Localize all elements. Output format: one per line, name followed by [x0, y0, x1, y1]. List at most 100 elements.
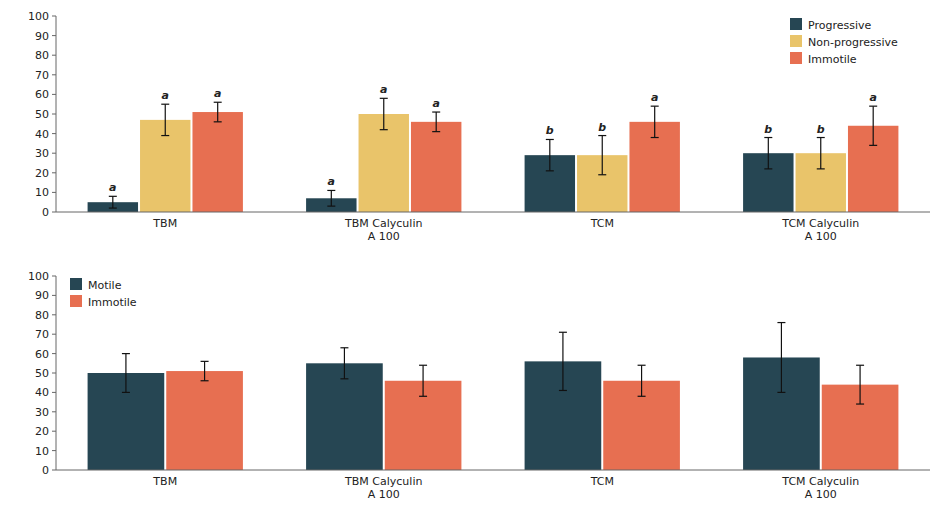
- x-tick-label: TBM CalyculinA 100: [344, 475, 422, 501]
- x-tick-label-line: A 100: [805, 488, 837, 501]
- error-cap: [638, 365, 646, 366]
- error-cap: [856, 365, 864, 366]
- error-cap: [817, 168, 825, 169]
- error-line: [781, 323, 782, 393]
- legend: Progressive Non-progressive Immotile: [790, 18, 898, 66]
- x-axis: TBM TBM CalyculinA 100 TCM TCM CalyculinA 1…: [56, 470, 930, 501]
- significance-label: a: [328, 175, 335, 188]
- bars: [88, 323, 899, 470]
- y-tick: [52, 94, 56, 95]
- y-tick: [52, 192, 56, 193]
- error-cap: [869, 106, 877, 107]
- error-line: [641, 365, 642, 396]
- error-line: [436, 112, 437, 132]
- error-cap: [340, 347, 348, 348]
- x-tick-label-line: TBM: [152, 475, 177, 488]
- y-axis-line: [56, 16, 57, 212]
- error-cap: [109, 196, 117, 197]
- error-cap: [161, 104, 169, 105]
- error-cap: [122, 392, 130, 393]
- error-line: [344, 348, 345, 379]
- legend-swatch: [70, 295, 82, 307]
- legend-label: Progressive: [808, 19, 872, 32]
- y-tick: [52, 411, 56, 412]
- error-bar: [764, 138, 772, 169]
- y-tick-label: 60: [35, 348, 49, 361]
- error-bar: [546, 139, 554, 170]
- x-axis-line: [56, 212, 930, 213]
- error-line: [217, 102, 218, 122]
- x-tick-label: TCM: [590, 475, 614, 488]
- error-bar: [777, 323, 785, 393]
- error-cap: [327, 206, 335, 207]
- error-bar: [161, 104, 169, 135]
- x-tick-label-line: TCM Calyculin: [781, 475, 859, 488]
- x-tick-label-line: TCM Calyculin: [781, 217, 859, 230]
- legend-label: Non-progressive: [808, 36, 898, 49]
- error-bar: [109, 196, 117, 208]
- bars: [88, 98, 899, 212]
- y-tick-label: 90: [35, 30, 49, 43]
- y-tick-label: 80: [35, 49, 49, 62]
- error-cap: [380, 129, 388, 130]
- error-cap: [777, 392, 785, 393]
- y-tick-label: 0: [42, 206, 49, 219]
- error-bar: [856, 365, 864, 404]
- error-cap: [546, 170, 554, 171]
- y-tick-label: 100: [28, 270, 49, 283]
- significance-label: b: [546, 124, 554, 137]
- y-tick-label: 10: [35, 186, 49, 199]
- x-axis: TBMTBM CalyculinA 100TCMTCM CalyculinA 1…: [56, 212, 930, 243]
- y-tick: [52, 133, 56, 134]
- y-tick-label: 30: [35, 406, 49, 419]
- y-tick: [52, 16, 56, 17]
- error-bar: [201, 361, 209, 380]
- significance-label: a: [162, 89, 169, 102]
- error-line: [165, 104, 166, 135]
- y-tick-label: 10: [35, 445, 49, 458]
- error-cap: [161, 135, 169, 136]
- error-cap: [638, 396, 646, 397]
- error-line: [654, 106, 655, 137]
- y-tick: [52, 74, 56, 75]
- bar-chart: 0102030405060708090100TBMTBM CalyculinA …: [28, 270, 930, 501]
- x-tick-label: TBM: [152, 217, 177, 230]
- error-cap: [432, 111, 440, 112]
- error-line: [422, 365, 423, 396]
- error-cap: [651, 106, 659, 107]
- x-axis-line: [56, 470, 930, 471]
- error-cap: [109, 207, 117, 208]
- legend-label: Immotile: [808, 53, 857, 66]
- y-tick-label: 100: [28, 10, 49, 23]
- bar: [306, 363, 383, 470]
- bar: [192, 112, 242, 212]
- error-line: [873, 106, 874, 145]
- error-bar: [122, 354, 130, 393]
- error-bar: [214, 102, 222, 122]
- y-tick-label: 20: [35, 167, 49, 180]
- y-tick: [52, 314, 56, 315]
- x-tick-label-line: TCM: [590, 217, 614, 230]
- error-cap: [201, 361, 209, 362]
- significance-label: a: [432, 97, 439, 110]
- x-tick-label: TBM: [152, 475, 177, 488]
- significance-label: a: [214, 87, 221, 100]
- error-cap: [432, 131, 440, 132]
- x-tick-label-line: A 100: [368, 230, 400, 243]
- error-line: [602, 136, 603, 175]
- error-cap: [598, 135, 606, 136]
- significance-label: a: [869, 91, 876, 104]
- legend-swatch: [790, 52, 802, 64]
- y-tick-label: 20: [35, 425, 49, 438]
- error-line: [204, 361, 205, 380]
- error-bar: [327, 190, 335, 206]
- error-line: [549, 139, 550, 170]
- y-axis: 0102030405060708090100: [28, 10, 56, 219]
- y-tick-label: 40: [35, 128, 49, 141]
- error-bar: [559, 332, 567, 390]
- x-tick-label-line: TBM Calyculin: [344, 217, 422, 230]
- x-tick-label: TCM CalyculinA 100: [781, 475, 859, 501]
- y-tick: [52, 353, 56, 354]
- y-tick: [52, 295, 56, 296]
- error-cap: [340, 378, 348, 379]
